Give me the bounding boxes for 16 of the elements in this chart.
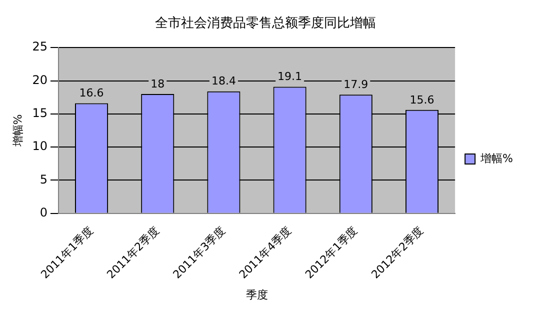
data-label: 17.9 <box>344 78 368 92</box>
y-tick-label: 5 <box>40 172 48 186</box>
y-tick-label: 10 <box>32 139 48 154</box>
data-label: 18.4 <box>211 74 236 88</box>
y-tick-label: 25 <box>32 40 48 54</box>
y-tick-label: 0 <box>40 206 48 220</box>
x-axis-title: 季度 <box>246 288 268 302</box>
data-label: 16.6 <box>79 86 104 100</box>
y-axis-title: 增幅% <box>11 114 24 148</box>
y-tick-label: 20 <box>32 72 48 87</box>
data-label: 15.6 <box>410 93 434 106</box>
y-tick-label: 15 <box>32 106 48 120</box>
data-label: 18 <box>150 77 165 90</box>
chart-title: 全市社会消费品零售总额季度同比增幅 <box>155 15 376 32</box>
data-label: 19.1 <box>278 70 302 84</box>
legend-label: 增幅% <box>480 152 513 165</box>
